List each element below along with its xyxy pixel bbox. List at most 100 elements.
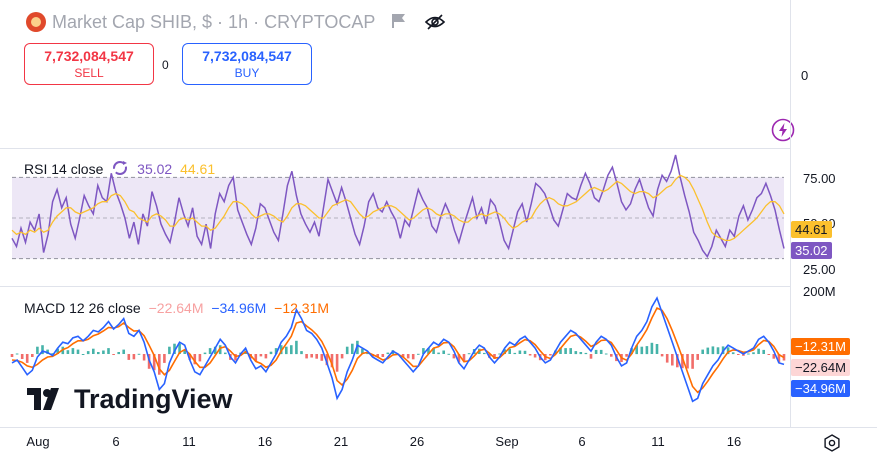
macd-histogram-bar: [523, 350, 527, 354]
pane-separator[interactable]: [0, 148, 790, 149]
macd-histogram-bar: [310, 354, 313, 358]
macd-signal-value: −12.31M: [274, 300, 330, 316]
macd-histogram-bar: [279, 345, 283, 355]
pane-separator[interactable]: [0, 286, 790, 287]
macd-histogram-bar: [173, 343, 176, 354]
buy-price: 7,732,084,547: [202, 48, 292, 64]
macd-histogram-bar: [442, 350, 445, 354]
macd-histogram-bar: [208, 348, 212, 354]
macd-histogram-bar: [467, 353, 471, 355]
macd-histogram-bar: [767, 354, 771, 355]
macd-histogram-bar: [178, 343, 181, 354]
macd-histogram-bar: [427, 348, 430, 354]
flag-icon[interactable]: [392, 13, 406, 29]
time-axis-label: Sep: [495, 434, 519, 449]
main-axis-label: 0: [801, 68, 809, 83]
macd-line-value: −34.96M: [211, 300, 267, 316]
sell-price: 7,732,084,547: [44, 48, 134, 64]
macd-histogram-bar: [213, 346, 217, 355]
macd-histogram-bar: [579, 352, 583, 355]
tradingview-watermark: TradingView: [74, 384, 233, 414]
gear-icon[interactable]: [823, 434, 841, 452]
macd-histogram-bar: [716, 347, 720, 355]
macd-histogram-bar: [564, 348, 567, 354]
macd-histogram-bar: [15, 353, 19, 355]
macd-histogram-bar: [701, 349, 704, 354]
macd-histogram-bar: [752, 352, 755, 355]
macd-histogram-bar: [447, 353, 451, 355]
buy-button[interactable]: 7,732,084,547 BUY: [182, 43, 312, 85]
macd-histogram-bar: [660, 354, 664, 357]
macd-histogram-bar: [132, 354, 136, 360]
macd-histogram-bar: [335, 354, 339, 372]
macd-histogram-bar: [97, 352, 100, 355]
macd-plot[interactable]: [0, 287, 790, 427]
macd-pane-legend[interactable]: MACD 12 26 close −22.64M −34.96M −12.31M: [24, 300, 329, 316]
macd-histogram-bar: [432, 348, 435, 354]
macd-histogram-bar: [315, 354, 318, 359]
macd-histogram-bar: [20, 354, 24, 359]
macd-histogram-bar: [351, 343, 354, 354]
macd-histogram-bar: [340, 354, 344, 359]
macd-histogram-bar: [452, 354, 456, 359]
macd-histogram-bar: [56, 348, 59, 354]
macd-histogram-bar: [513, 352, 517, 355]
macd-histogram-bar: [599, 349, 603, 354]
macd-histogram-bar: [549, 354, 552, 356]
eye-slash-icon[interactable]: [424, 12, 446, 32]
rsi-ma-line: [11, 174, 785, 242]
rsi-ma-tag: 44.61: [791, 221, 832, 238]
macd-histogram-bar: [650, 342, 654, 354]
macd-histogram-bar: [168, 346, 171, 355]
macd-histogram-bar: [691, 354, 694, 369]
time-axis-label: 16: [726, 434, 742, 449]
macd-histogram-bar: [25, 354, 29, 363]
macd-histogram-bar: [188, 354, 192, 360]
macd-histogram-bar: [671, 354, 674, 366]
macd-histogram-bar: [462, 354, 466, 362]
macd-histogram-bar: [224, 352, 227, 355]
macd-histogram-bar: [401, 354, 405, 357]
macd-histogram-bar: [731, 352, 735, 355]
macd-histogram-bar: [640, 346, 644, 355]
lightning-icon[interactable]: [771, 118, 795, 142]
macd-histogram-bar: [630, 348, 633, 354]
macd-histogram-bar: [610, 354, 613, 357]
macd-histogram-bar: [290, 345, 293, 355]
buy-label: BUY: [234, 66, 260, 80]
refresh-icon[interactable]: [111, 160, 129, 175]
macd-histogram-bar: [645, 346, 649, 355]
macd-histogram-bar: [574, 351, 578, 355]
macd-histogram-bar: [757, 348, 760, 354]
macd-histogram-bar: [198, 354, 202, 362]
macd-histogram-bar: [625, 354, 628, 357]
macd-histogram-bar: [76, 349, 80, 354]
macd-histogram-bar: [406, 354, 410, 359]
rsi-plot[interactable]: [0, 149, 790, 286]
time-axis-label: 26: [409, 434, 425, 449]
macd-histogram-bar: [127, 354, 131, 360]
macd-histogram-bar: [726, 347, 730, 355]
time-axis-border: [0, 427, 877, 428]
time-axis-label: Aug: [26, 434, 50, 449]
macd-histogram-bar: [325, 354, 329, 366]
rsi-axis-tick: 75.00: [803, 171, 836, 186]
macd-histogram-bar: [589, 354, 593, 359]
macd-histogram-bar: [711, 346, 715, 355]
sell-button[interactable]: 7,732,084,547 SELL: [24, 43, 154, 85]
time-axis-label: 6: [112, 434, 120, 449]
rsi-tag: 35.02: [791, 242, 832, 259]
rsi-pane-legend[interactable]: RSI 14 close 35.02 44.61: [24, 160, 215, 177]
macd-histogram-bar: [518, 350, 522, 354]
macd-histogram-bar: [203, 352, 207, 355]
macd-histogram-bar: [676, 354, 679, 368]
tradingview-logo-icon: [27, 388, 59, 410]
macd-histogram-bar: [234, 354, 237, 361]
macd-histogram-bar: [86, 351, 90, 355]
macd-histogram-bar: [417, 353, 420, 355]
macd-histogram-bar: [655, 344, 659, 354]
macd-histogram-bar: [665, 354, 669, 363]
macd-histogram-bar: [559, 347, 562, 354]
macd-histogram-bar: [142, 354, 146, 361]
macd-histogram-bar: [422, 348, 425, 354]
